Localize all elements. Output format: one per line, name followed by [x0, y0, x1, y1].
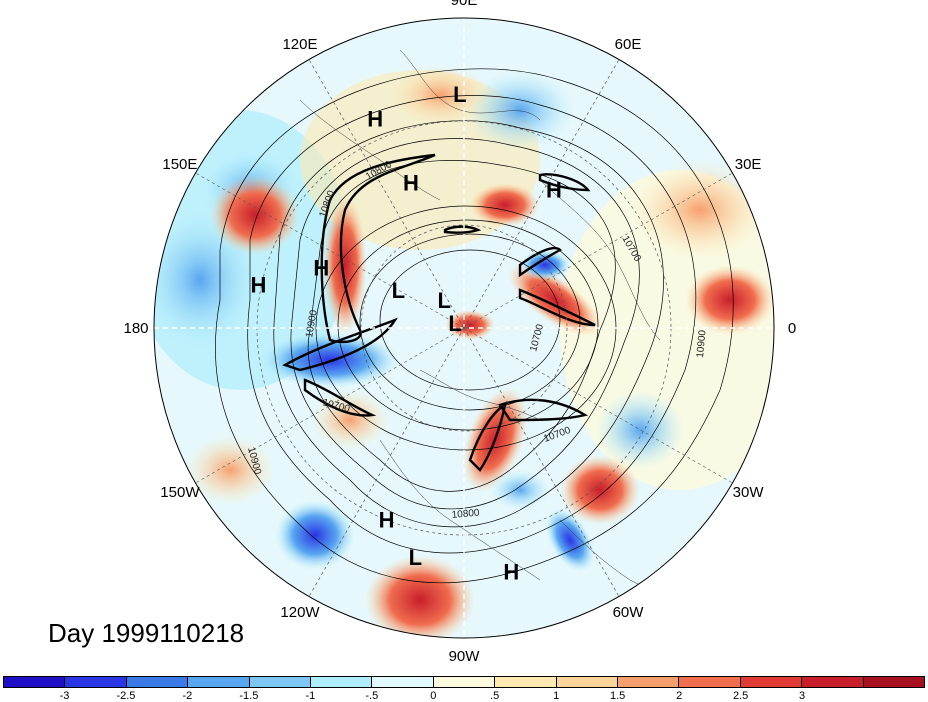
- low-pressure-mark: L: [409, 545, 422, 570]
- colorbar-tick-label: -3: [59, 690, 70, 702]
- colorbar-swatch: [188, 677, 250, 687]
- colorbar-tick-label: -1.5: [239, 690, 259, 702]
- longitude-label: 60W: [613, 604, 645, 621]
- contour-label: 10800: [451, 508, 480, 521]
- longitude-label: 90E: [451, 0, 478, 9]
- colorbar-tick-label: 3: [799, 690, 806, 702]
- colorbar-swatch: [863, 677, 925, 687]
- colorbar-swatch: [4, 677, 66, 687]
- colorbar: [3, 676, 925, 688]
- colorbar-swatch: [372, 677, 434, 687]
- high-pressure-mark: H: [379, 508, 395, 533]
- longitude-label: 120E: [282, 36, 317, 53]
- colorbar-tick-label: .5: [490, 690, 500, 702]
- colorbar-tick-label: 1: [553, 690, 560, 702]
- colorbar-tick-label: -.5: [365, 690, 379, 702]
- colorbar-swatch: [740, 677, 803, 687]
- colorbar-swatch: [433, 677, 496, 687]
- colorbar-tick-label: 0: [430, 690, 437, 702]
- graticule: [154, 18, 774, 638]
- colorbar-swatch: [556, 677, 619, 687]
- low-pressure-mark: L: [392, 278, 405, 303]
- date-label: Day 1999110218: [48, 618, 245, 648]
- colorbar-tick-label: -2.5: [116, 690, 136, 702]
- longitude-label: 60E: [615, 36, 642, 53]
- low-pressure-mark: L: [453, 82, 466, 107]
- colorbar-tick-label: 2.5: [732, 690, 749, 702]
- longitude-label: 180: [123, 320, 148, 337]
- colorbar-swatch: [679, 677, 741, 687]
- low-pressure-mark: L: [448, 311, 461, 336]
- colorbar-swatch: [65, 677, 127, 687]
- high-pressure-mark: H: [367, 107, 383, 132]
- longitude-label: 0: [788, 320, 796, 337]
- colorbar-swatch: [495, 677, 557, 687]
- high-pressure-mark: H: [403, 170, 419, 195]
- longitude-label: 150E: [162, 156, 197, 173]
- longitude-label: 150W: [160, 484, 200, 501]
- colorbar-swatch: [802, 677, 864, 687]
- contour-label: 10900: [304, 309, 320, 339]
- longitude-label: 120W: [280, 604, 320, 621]
- colorbar-swatch: [311, 677, 373, 687]
- colorbar-swatch: [618, 677, 680, 687]
- longitude-labels: 90E 60E 30E 0 30W 60W 90W 120W 150W 180 150E 120E: [123, 0, 796, 665]
- colorbar-tick-label: 2: [676, 690, 683, 702]
- colorbar-swatch: [249, 677, 312, 687]
- high-pressure-mark: H: [503, 559, 519, 584]
- colorbar-tick-label: -2: [182, 690, 193, 702]
- map-border: [153, 17, 775, 639]
- high-pressure-mark: H: [251, 272, 267, 297]
- colorbar-swatch: [126, 677, 189, 687]
- high-pressure-mark: H: [546, 177, 562, 202]
- jet-stream-contours: [282, 153, 596, 472]
- high-pressure-mark: H: [313, 255, 329, 280]
- low-pressure-mark: L: [437, 288, 450, 313]
- longitude-label: 30W: [733, 484, 765, 501]
- longitude-label: 90W: [449, 648, 481, 665]
- longitude-label: 30E: [735, 156, 762, 173]
- colorbar-tick-label: -1: [305, 690, 316, 702]
- contour-label: 10900: [695, 329, 708, 358]
- colorbar-tick-label: 1.5: [610, 690, 626, 702]
